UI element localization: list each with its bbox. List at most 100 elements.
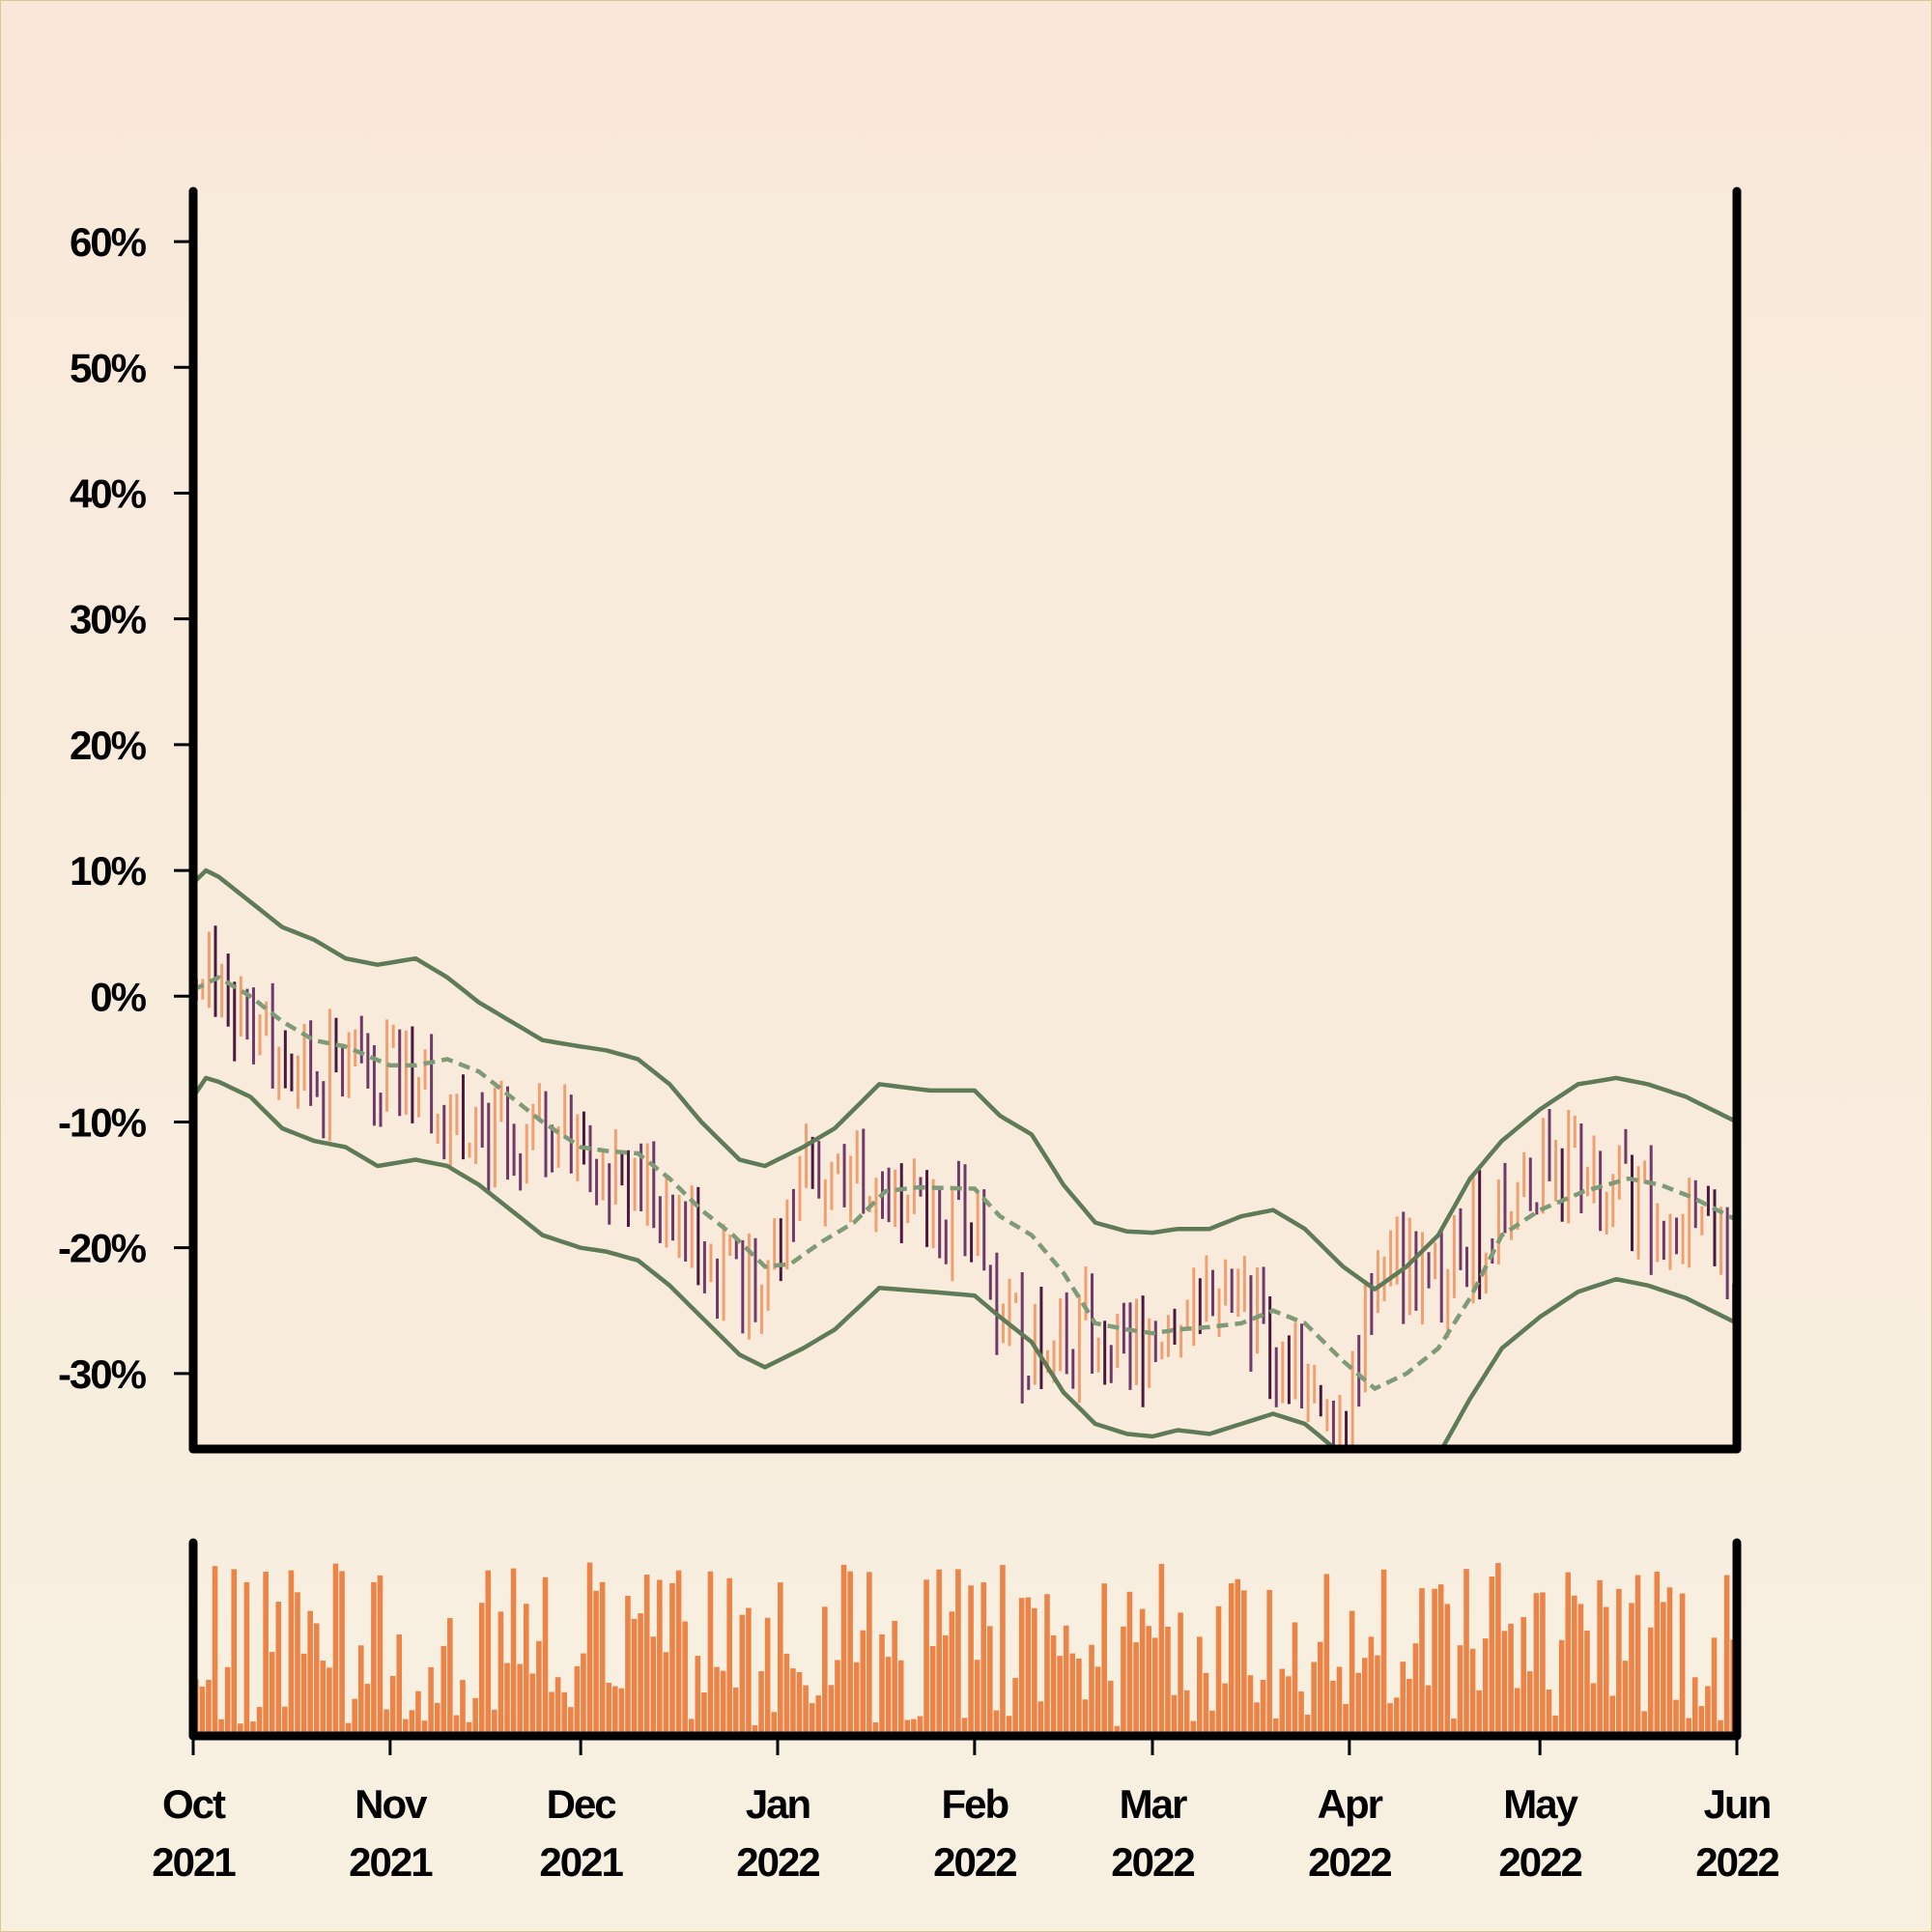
volume-bar bbox=[1723, 1575, 1730, 1736]
volume-bar bbox=[472, 1697, 478, 1736]
volume-bar bbox=[1266, 1589, 1272, 1736]
volume-bar bbox=[1247, 1675, 1254, 1736]
volume-bar bbox=[929, 1646, 936, 1736]
volume-bar bbox=[917, 1716, 923, 1736]
volume-bar bbox=[885, 1657, 892, 1736]
plot-content bbox=[193, 867, 1737, 1449]
volume-bar bbox=[415, 1690, 421, 1736]
y-tick-label: 50% bbox=[70, 345, 147, 390]
volume-bar bbox=[224, 1666, 231, 1736]
y-tick-label: 20% bbox=[70, 723, 147, 768]
volume-bar bbox=[796, 1671, 803, 1736]
volume-bar bbox=[1171, 1694, 1178, 1736]
volume-bar bbox=[1641, 1711, 1647, 1736]
volume-bar bbox=[867, 1572, 872, 1736]
volume-bar bbox=[1380, 1569, 1387, 1736]
volume-bar bbox=[212, 1566, 218, 1736]
volume-bar bbox=[1089, 1644, 1094, 1736]
volume-bar bbox=[1000, 1565, 1006, 1736]
volume-bar bbox=[1012, 1677, 1018, 1736]
volume-bar bbox=[987, 1626, 993, 1736]
x-tick-label-year: 2022 bbox=[1498, 1839, 1581, 1885]
volume-bar bbox=[835, 1660, 840, 1736]
volume-bar bbox=[1698, 1706, 1705, 1736]
volume-bar bbox=[586, 1562, 593, 1736]
volume-bar bbox=[1597, 1579, 1603, 1736]
volume-bar bbox=[695, 1656, 701, 1736]
x-tick-label-year: 2022 bbox=[1308, 1839, 1391, 1885]
volume-bar bbox=[1406, 1678, 1412, 1736]
volume-bar bbox=[510, 1568, 517, 1736]
volume-bar bbox=[897, 1660, 904, 1736]
volume-bar bbox=[739, 1614, 746, 1736]
volume-bar bbox=[536, 1640, 542, 1736]
volume-bar bbox=[485, 1570, 492, 1736]
volume-bar bbox=[936, 1569, 942, 1736]
volume-bar bbox=[1622, 1661, 1629, 1736]
volume-bar bbox=[1343, 1704, 1349, 1736]
volume-bar bbox=[1432, 1588, 1437, 1736]
volume-bar bbox=[250, 1721, 256, 1736]
x-tick-label-month: Dec bbox=[547, 1781, 617, 1827]
volume-bar bbox=[1215, 1605, 1222, 1736]
volume-bar bbox=[288, 1570, 295, 1736]
volume-bar bbox=[746, 1607, 752, 1736]
volume-bar bbox=[847, 1571, 853, 1736]
volume-bar bbox=[1094, 1666, 1101, 1736]
volume-bar bbox=[1063, 1625, 1069, 1736]
volume-bar bbox=[1114, 1725, 1121, 1736]
volume-bar bbox=[771, 1712, 778, 1736]
volume-bar bbox=[1375, 1655, 1380, 1736]
volume-bar bbox=[231, 1569, 238, 1736]
price-panel: 60% 50% 40% 30% 20% 10% 0% -10% -20% -30% bbox=[58, 186, 1742, 1454]
volume-bar bbox=[1044, 1594, 1050, 1736]
y-tick-label: 40% bbox=[70, 470, 147, 516]
volume-bar bbox=[892, 1620, 897, 1736]
volume-bar bbox=[1121, 1626, 1126, 1736]
volume-bar bbox=[1718, 1719, 1723, 1736]
volume-bar bbox=[263, 1572, 269, 1736]
x-tick-label-month: Jun bbox=[1704, 1781, 1771, 1827]
volume-bar bbox=[396, 1634, 403, 1736]
volume-bar bbox=[1482, 1638, 1489, 1736]
volume-bar bbox=[638, 1613, 643, 1736]
volume-bar bbox=[352, 1698, 357, 1736]
volume-bar bbox=[1304, 1715, 1311, 1736]
volume-bar bbox=[364, 1684, 371, 1736]
volume-bar bbox=[434, 1702, 440, 1736]
volume-bar bbox=[1197, 1636, 1203, 1736]
volume-bar bbox=[764, 1617, 771, 1736]
volume-bar bbox=[1400, 1662, 1406, 1736]
volume-bar bbox=[1476, 1690, 1482, 1736]
volume-bar bbox=[218, 1719, 224, 1736]
volume-bar bbox=[1673, 1699, 1679, 1736]
volume-bar bbox=[1691, 1677, 1698, 1736]
lower-band-line bbox=[193, 1075, 1737, 1449]
upper-band-line bbox=[193, 867, 1737, 1292]
volume-bar bbox=[1139, 1608, 1146, 1736]
x-tick-label-month: Oct bbox=[162, 1781, 226, 1827]
volume-bar bbox=[345, 1722, 352, 1736]
volume-bar bbox=[466, 1721, 472, 1736]
volume-bar bbox=[669, 1582, 675, 1736]
volume-bar bbox=[1286, 1676, 1292, 1736]
volume-bar bbox=[1603, 1606, 1609, 1736]
volume-bar bbox=[1419, 1588, 1425, 1736]
volume-bar bbox=[1501, 1631, 1508, 1736]
volume-bar bbox=[1101, 1583, 1107, 1736]
x-tick-label-month: Mar bbox=[1120, 1781, 1187, 1827]
volume-bar bbox=[974, 1660, 980, 1736]
volume-bar bbox=[1292, 1622, 1298, 1736]
volume-bar bbox=[1469, 1648, 1476, 1736]
volume-bar bbox=[1526, 1671, 1533, 1736]
volume-bar bbox=[332, 1563, 339, 1736]
volume-bar bbox=[1228, 1583, 1235, 1736]
volume-bar bbox=[1666, 1587, 1673, 1736]
volume-bar bbox=[421, 1720, 428, 1736]
volume-bar bbox=[1577, 1604, 1584, 1736]
x-tick-label-month: Feb bbox=[942, 1781, 1009, 1827]
volume-bar bbox=[1241, 1590, 1247, 1736]
volume-bar bbox=[1368, 1636, 1375, 1736]
volume-bar bbox=[1336, 1666, 1343, 1736]
